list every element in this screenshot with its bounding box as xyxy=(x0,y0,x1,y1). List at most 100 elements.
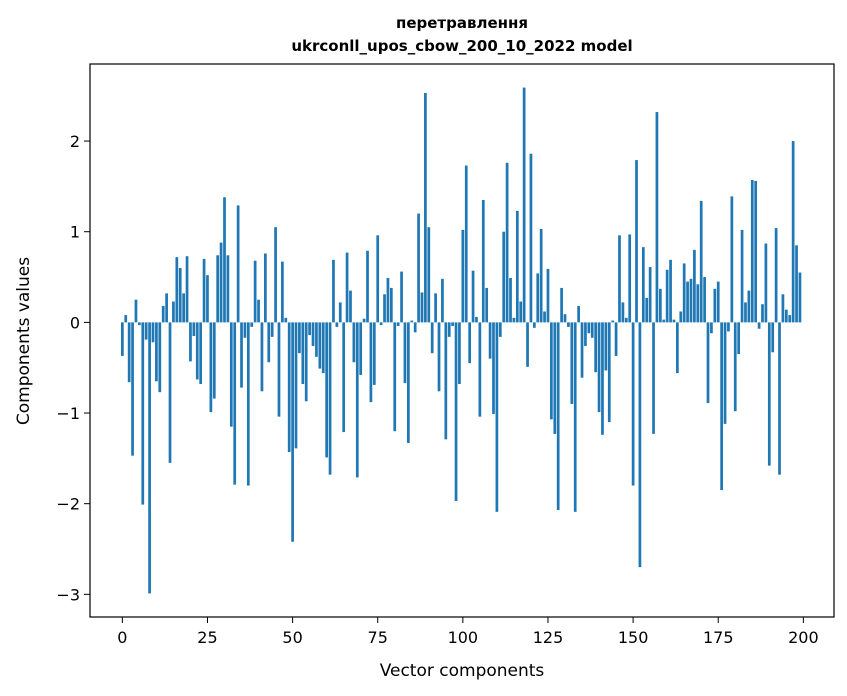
bar-22 xyxy=(195,322,199,380)
bar-194 xyxy=(781,294,785,323)
bar-101 xyxy=(464,165,468,323)
bar-97 xyxy=(451,322,454,326)
bar-65 xyxy=(342,322,346,433)
bar-79 xyxy=(389,287,393,323)
x-axis-label: Vector components xyxy=(380,661,545,681)
bar-121 xyxy=(532,322,536,328)
bar-130 xyxy=(563,314,567,323)
bar-57 xyxy=(315,322,318,357)
bar-117 xyxy=(519,301,523,323)
bar-145 xyxy=(614,322,618,356)
bar-40 xyxy=(257,299,260,323)
bar-52 xyxy=(298,322,301,354)
y-ticks: −3 −2 −1 0 1 2 xyxy=(56,132,90,604)
bar-28 xyxy=(216,255,220,323)
bar-86 xyxy=(413,322,417,333)
bar-59 xyxy=(321,322,325,374)
bar-20 xyxy=(189,322,192,362)
bar-161 xyxy=(669,259,672,323)
bar-95 xyxy=(444,322,448,440)
bar-154 xyxy=(645,297,649,323)
bar-27 xyxy=(212,322,216,399)
bar-183 xyxy=(744,302,747,323)
bar-56 xyxy=(311,322,315,346)
bar-34 xyxy=(236,205,240,323)
bar-105 xyxy=(478,322,482,417)
bar-54 xyxy=(304,322,308,402)
bar-136 xyxy=(584,322,587,346)
bar-47 xyxy=(281,261,284,323)
bar-143 xyxy=(607,322,611,423)
bar-4 xyxy=(134,299,138,323)
bar-18 xyxy=(182,293,185,323)
bar-179 xyxy=(730,196,734,323)
bar-30 xyxy=(223,197,226,323)
bar-35 xyxy=(240,322,243,388)
bar-83 xyxy=(403,322,407,384)
bars-group xyxy=(120,87,802,594)
plot-frame xyxy=(89,63,835,618)
bar-134 xyxy=(577,306,580,323)
bar-113 xyxy=(505,162,509,323)
bar-103 xyxy=(471,270,475,323)
bar-61 xyxy=(328,322,332,475)
bar-132 xyxy=(570,322,574,404)
bar-140 xyxy=(597,322,601,413)
bar-25 xyxy=(206,275,209,323)
bar-169 xyxy=(696,284,700,323)
bar-76 xyxy=(379,322,383,326)
bar-53 xyxy=(301,322,305,385)
bar-88 xyxy=(420,292,424,323)
bar-96 xyxy=(447,322,451,337)
y-tick-label-2: −1 xyxy=(56,404,80,423)
bar-174 xyxy=(713,288,717,323)
bar-87 xyxy=(417,213,420,323)
bar-0 xyxy=(120,322,124,356)
bar-189 xyxy=(764,243,768,323)
bar-15 xyxy=(172,301,175,323)
bar-90 xyxy=(427,227,431,323)
x-tick-label-6: 150 xyxy=(618,628,649,647)
bar-150 xyxy=(631,322,635,486)
bar-84 xyxy=(407,322,410,443)
bar-29 xyxy=(219,242,223,323)
bar-110 xyxy=(495,322,499,512)
bar-168 xyxy=(693,249,696,323)
bar-170 xyxy=(699,200,703,323)
x-tick-label-2: 50 xyxy=(282,628,302,647)
bar-137 xyxy=(587,322,591,334)
chart-title: перетравлення xyxy=(396,14,528,32)
bar-62 xyxy=(332,259,335,323)
bar-125 xyxy=(546,268,550,323)
bar-23 xyxy=(199,322,203,385)
bar-133 xyxy=(573,322,577,512)
bar-81 xyxy=(396,322,400,326)
bar-142 xyxy=(604,322,608,371)
bar-43 xyxy=(267,322,271,363)
bar-72 xyxy=(366,250,369,323)
bar-108 xyxy=(488,322,492,359)
bar-149 xyxy=(628,234,632,323)
bar-114 xyxy=(509,277,512,323)
bar-6 xyxy=(141,322,145,505)
bar-165 xyxy=(682,263,686,323)
bar-166 xyxy=(686,281,689,323)
bar-175 xyxy=(716,281,720,323)
bar-177 xyxy=(723,322,727,424)
bar-164 xyxy=(679,311,683,323)
bar-102 xyxy=(468,322,472,364)
bar-17 xyxy=(178,267,182,323)
bar-16 xyxy=(175,257,179,323)
y-tick-label-0: −3 xyxy=(56,585,80,604)
bar-109 xyxy=(492,322,495,414)
bar-138 xyxy=(590,322,594,338)
bar-106 xyxy=(481,199,485,323)
bar-46 xyxy=(277,322,281,417)
bar-185 xyxy=(750,180,754,323)
bar-188 xyxy=(761,304,764,323)
bar-98 xyxy=(454,322,458,501)
bar-93 xyxy=(437,322,441,392)
bar-55 xyxy=(308,322,311,336)
bar-190 xyxy=(767,322,771,466)
